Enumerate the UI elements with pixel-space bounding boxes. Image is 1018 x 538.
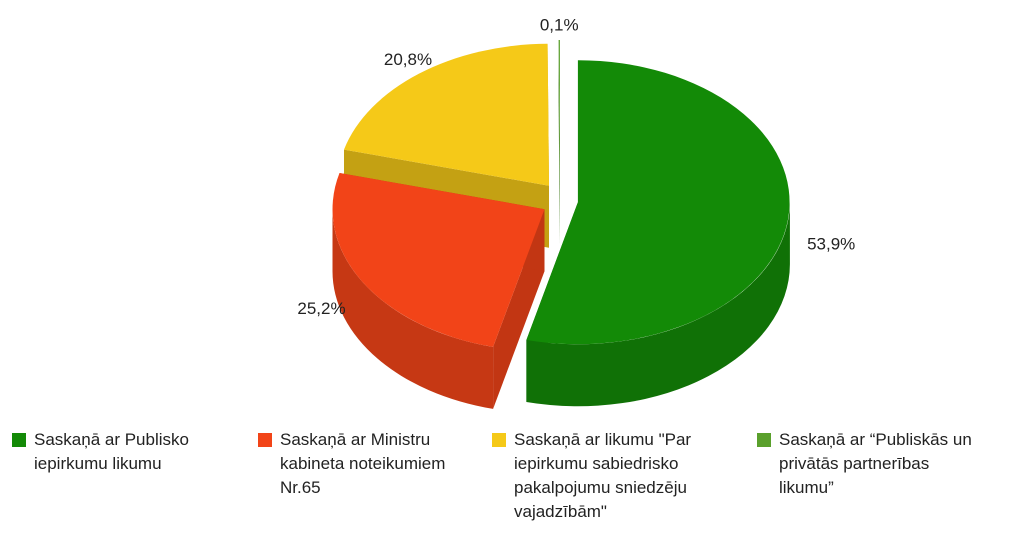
slice	[558, 39, 560, 244]
slice-side	[332, 209, 494, 409]
slice-top	[344, 43, 549, 186]
slice-cut-wall	[558, 40, 560, 244]
slice-top	[558, 39, 560, 182]
data-label: 0,1%	[540, 15, 579, 34]
slice	[526, 60, 790, 407]
legend-swatch	[492, 433, 506, 447]
slice-side	[526, 202, 790, 407]
legend-item: Saskaņā ar Publisko iepirkumu likumu	[12, 428, 237, 476]
legend-swatch	[258, 433, 272, 447]
legend-label: Saskaņā ar Ministru kabineta noteikumiem…	[280, 430, 446, 497]
legend-label: Saskaņā ar “Publiskās un privātās partne…	[779, 430, 972, 497]
legend-label: Saskaņā ar Publisko iepirkumu likumu	[34, 430, 189, 473]
legend-swatch	[12, 433, 26, 447]
legend-swatch	[757, 433, 771, 447]
pie-area: 53,9% 25,2% 20,8% 0,1%	[297, 15, 855, 409]
slice-top	[526, 60, 790, 345]
legend-item: Saskaņā ar “Publiskās un privātās partne…	[757, 428, 982, 500]
data-label: 25,2%	[297, 299, 345, 318]
legend-item: Saskaņā ar likumu "Par iepirkumu sabiedr…	[492, 428, 717, 524]
legend-label: Saskaņā ar likumu "Par iepirkumu sabiedr…	[514, 430, 692, 521]
data-label: 20,8%	[384, 50, 432, 69]
data-label: 53,9%	[807, 235, 855, 254]
legend-item: Saskaņā ar Ministru kabineta noteikumiem…	[258, 428, 483, 500]
slice	[332, 173, 545, 409]
legend: Saskaņā ar Publisko iepirkumu likumu Sask…	[0, 428, 1018, 538]
slice-top	[332, 173, 545, 347]
